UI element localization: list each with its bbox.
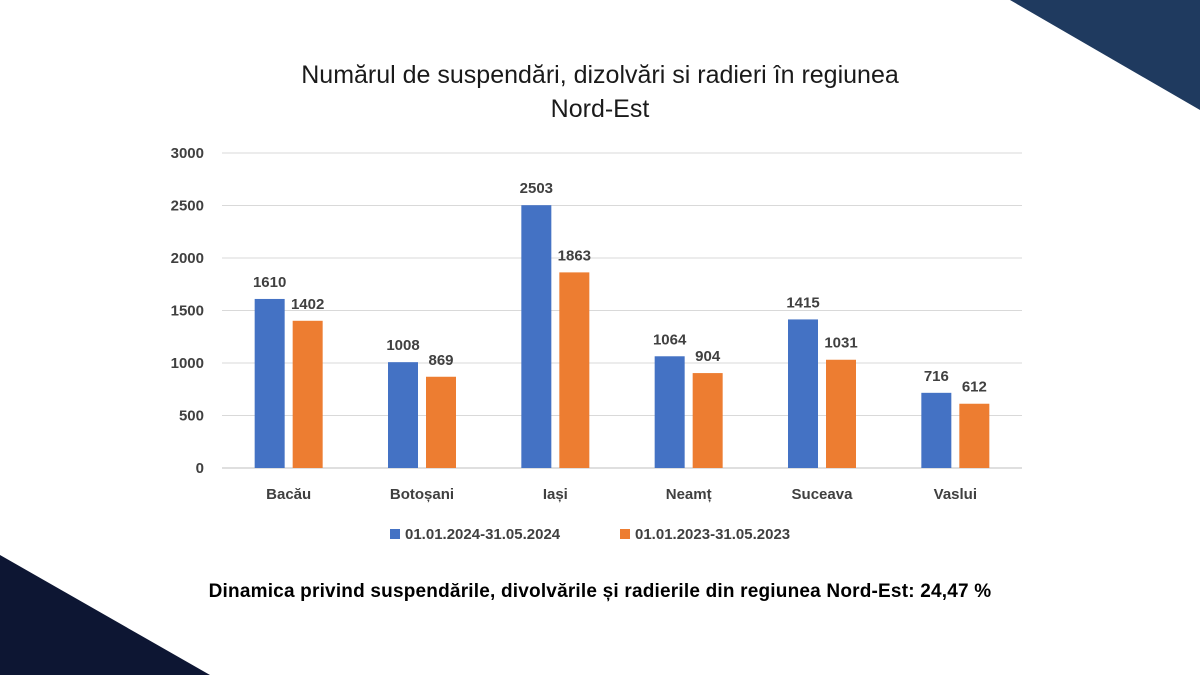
bar-chart: 0 500 1000 1500 2000 2500 3000 1610 1402 Bacău 100…	[171, 145, 1022, 543]
data-label: 612	[962, 379, 987, 396]
data-label: 1863	[558, 247, 591, 264]
x-tick-label: Iași	[543, 486, 568, 503]
data-label: 1031	[824, 335, 857, 352]
decorative-corner-bottom-left	[0, 555, 210, 675]
data-label: 1064	[653, 331, 687, 348]
bar	[826, 359, 856, 468]
legend-label: 01.01.2024-31.05.2024	[405, 526, 561, 543]
bar	[254, 298, 285, 468]
bar	[654, 356, 685, 468]
summary-footer: Dinamica privind suspendările, divolvări…	[208, 581, 992, 602]
bar	[692, 373, 723, 468]
bar	[921, 392, 952, 468]
data-label: 1415	[786, 294, 819, 311]
x-tick-label: Suceava	[792, 486, 854, 503]
bar	[388, 362, 418, 468]
bar	[788, 319, 818, 468]
y-tick-label: 3000	[171, 145, 204, 162]
data-label: 869	[428, 352, 453, 369]
x-tick-label: Neamț	[666, 486, 712, 503]
data-label: 904	[695, 348, 721, 365]
bar	[559, 272, 590, 468]
bar	[521, 205, 552, 468]
data-label: 1402	[291, 296, 324, 313]
data-label: 1610	[253, 274, 286, 291]
decorative-corner-top-right	[1010, 0, 1200, 110]
bar	[426, 376, 456, 468]
x-tick-label: Vaslui	[934, 486, 977, 503]
y-tick-label: 1500	[171, 303, 204, 320]
legend-swatch	[390, 529, 400, 539]
x-tick-label: Botoșani	[390, 486, 454, 503]
y-tick-label: 1000	[171, 355, 204, 372]
y-tick-label: 2000	[171, 250, 204, 267]
chart-title: Numărul de suspendări, dizolvări si radi…	[220, 58, 980, 126]
data-label: 2503	[520, 180, 553, 197]
bar	[959, 403, 990, 468]
chart-title-line-1: Numărul de suspendări, dizolvări si radi…	[301, 61, 899, 89]
legend-label: 01.01.2023-31.05.2023	[635, 526, 790, 543]
bar	[292, 320, 323, 468]
y-tick-label: 2500	[171, 198, 204, 215]
x-tick-label: Bacău	[266, 486, 311, 503]
legend-swatch	[620, 529, 630, 539]
y-tick-label: 0	[196, 460, 204, 477]
chart-title-line-2: Nord-Est	[550, 95, 650, 123]
y-tick-label: 500	[179, 408, 204, 425]
data-label: 1008	[386, 337, 419, 354]
data-label: 716	[924, 368, 949, 385]
